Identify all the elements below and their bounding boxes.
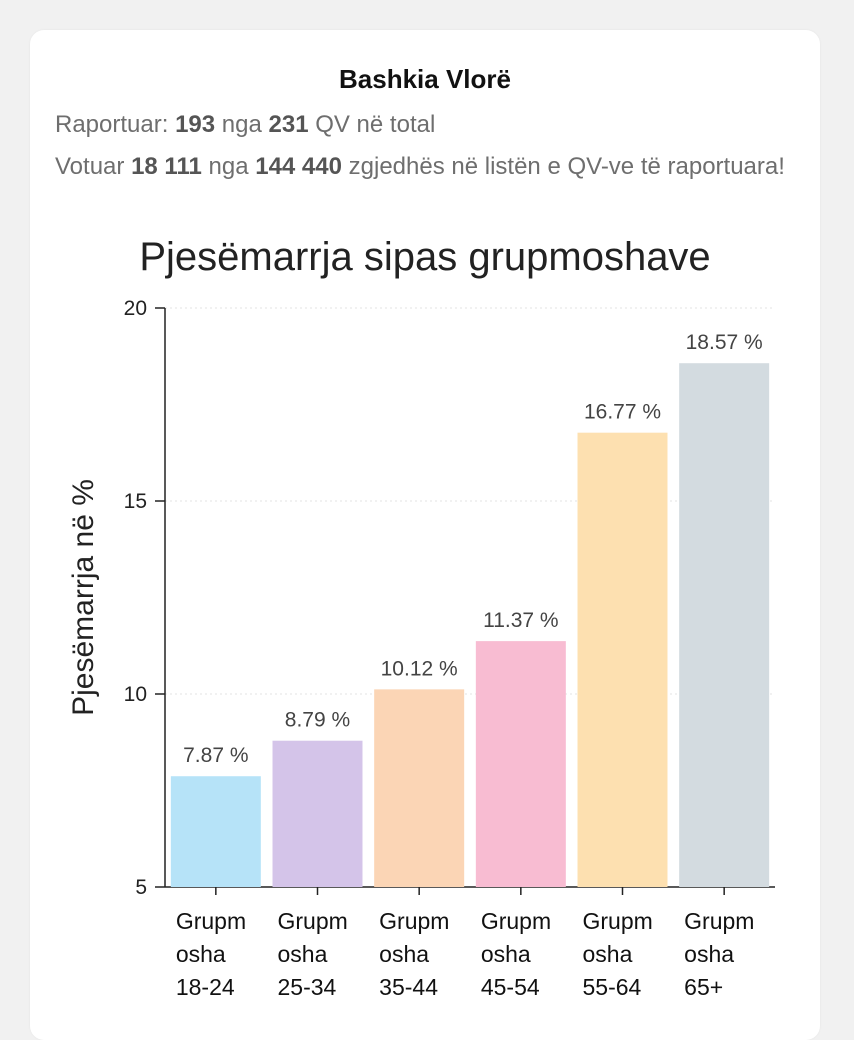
bar — [475, 641, 566, 887]
municipality-title: Bashkia Vlorë — [339, 64, 511, 94]
reported-count: 193 — [175, 111, 216, 138]
bar-value-label: 8.79 % — [285, 709, 350, 732]
x-tick-label: 35-44 — [379, 974, 438, 1000]
x-tick-label: Grupm — [684, 908, 754, 934]
x-tick-label: osha — [684, 941, 734, 967]
x-tick-label: Grupm — [379, 908, 449, 934]
x-tick-label: osha — [481, 941, 531, 967]
bar — [170, 776, 261, 887]
bar-value-label: 18.57 % — [686, 331, 763, 354]
chart-title: Pjesëmarrja sipas grupmoshave — [139, 235, 711, 279]
x-tick-label: osha — [583, 941, 633, 967]
voters-text: Votuar 18 111 nga 144 440 zgjedhës në li… — [55, 153, 785, 180]
x-tick-label: osha — [278, 941, 328, 967]
x-tick-label: osha — [176, 941, 226, 967]
x-tick-label: 45-54 — [481, 974, 540, 1000]
x-tick-label: osha — [379, 941, 429, 967]
voted-total: 144 440 — [255, 153, 342, 180]
x-tick-label: Grupm — [278, 908, 348, 934]
x-tick-label: Grupm — [481, 908, 551, 934]
y-tick-label: 15 — [124, 490, 147, 513]
y-axis-label: Pjesëmarrja në % — [67, 479, 100, 716]
bar-value-label: 7.87 % — [183, 744, 248, 767]
reported-total: 231 — [268, 111, 309, 138]
voted-count: 18 111 — [131, 153, 202, 180]
x-tick-label: Grupm — [176, 908, 246, 934]
bar — [272, 740, 363, 887]
bar — [577, 432, 668, 887]
bar-value-label: 16.77 % — [584, 401, 661, 424]
x-tick-label: Grupm — [583, 908, 653, 934]
bar-value-label: 11.37 % — [483, 609, 559, 632]
bar — [374, 689, 465, 887]
y-tick-label: 10 — [124, 683, 147, 706]
y-tick-label: 20 — [124, 297, 147, 320]
x-tick-label: 18-24 — [176, 974, 235, 1000]
reported-stations-text: Raportuar: 193 nga 231 QV në total — [55, 111, 436, 138]
x-tick-label: 25-34 — [278, 974, 337, 1000]
bar — [679, 363, 770, 887]
x-tick-label: 55-64 — [583, 974, 642, 1000]
y-tick-label: 5 — [135, 876, 147, 899]
x-tick-label: 65+ — [684, 974, 723, 1000]
bar-value-label: 10.12 % — [381, 657, 458, 680]
